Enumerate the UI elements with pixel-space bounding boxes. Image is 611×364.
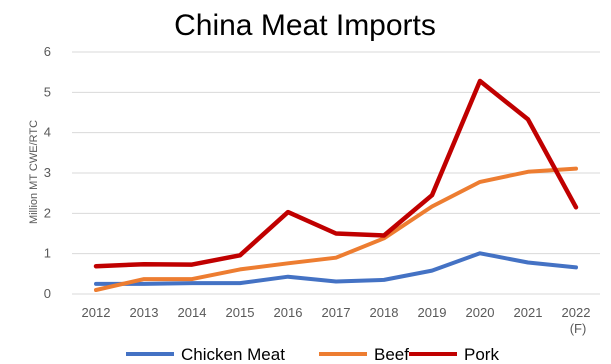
chart-title: China Meat Imports [174, 9, 436, 42]
x-tick-label: 2021 [514, 305, 543, 320]
y-tick-label: 3 [44, 165, 51, 180]
x-tick-label: 2013 [130, 305, 159, 320]
legend-label: Beef [374, 345, 409, 364]
series-line-chicken-meat [94, 251, 578, 286]
legend-label: Pork [464, 345, 499, 364]
legend-label: Chicken Meat [181, 345, 285, 364]
x-tick-label: 2022 [562, 305, 591, 320]
y-axis-label: Million MT CWE/RTC [28, 120, 40, 224]
series-lines [93, 78, 579, 292]
x-tick-label: 2016 [274, 305, 303, 320]
y-tick-label: 6 [44, 44, 51, 59]
x-tick-label: 2012 [82, 305, 111, 320]
x-tick-label: 2017 [322, 305, 351, 320]
y-tick-label: 1 [44, 246, 51, 261]
x-tick-label: 2019 [418, 305, 447, 320]
x-tick-sublabel: (F) [570, 321, 587, 336]
y-tick-label: 4 [44, 125, 51, 140]
y-axis-ticks: 0 1 2 3 4 5 6 [44, 44, 51, 301]
y-tick-label: 0 [44, 286, 51, 301]
series-line-pork [93, 78, 579, 269]
x-tick-label: 2020 [466, 305, 495, 320]
x-tick-label: 2018 [370, 305, 399, 320]
series-line-beef [94, 166, 578, 292]
legend: Chicken Meat Beef Pork [126, 345, 499, 364]
x-tick-label: 2015 [226, 305, 255, 320]
y-tick-label: 5 [44, 84, 51, 99]
gridlines [72, 51, 600, 295]
y-tick-label: 2 [44, 205, 51, 220]
x-tick-label: 2014 [178, 305, 207, 320]
x-axis-ticks: 2012 2013 2014 2015 2016 2017 2018 2019 2020 2021… [82, 305, 591, 336]
